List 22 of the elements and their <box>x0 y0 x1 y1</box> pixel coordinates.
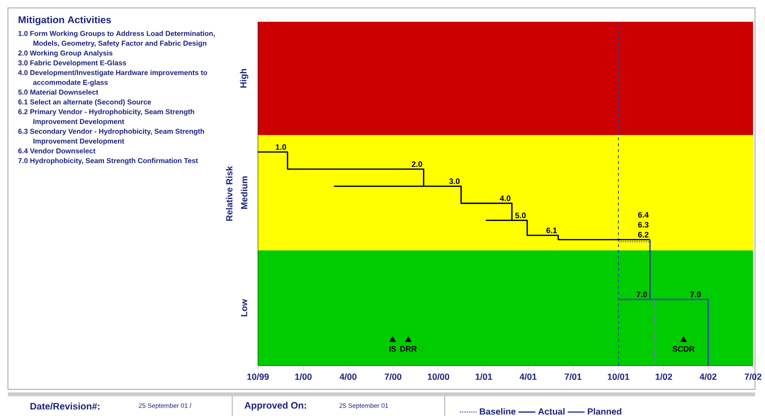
x-tick-label: 7/00 <box>384 373 402 380</box>
x-tick-label: 7/02 <box>744 373 762 380</box>
legend-label: Planned <box>588 408 622 415</box>
x-tick-label: 1/01 <box>476 373 492 380</box>
text: Mitigation Activities <box>18 16 111 26</box>
x-tick-label: 10/01 <box>608 373 630 380</box>
text: Date/Revision#: <box>30 402 100 410</box>
x-tick-label: 10/00 <box>428 373 450 380</box>
x-tick-label: 10/99 <box>247 373 269 380</box>
band-label: Medium <box>240 176 248 209</box>
x-tick-label: 4/00 <box>340 373 356 380</box>
x-tick-label: 4/01 <box>520 373 537 380</box>
band-label: Low <box>241 299 248 316</box>
x-tick-label: 7/01 <box>564 373 582 380</box>
x-tick-label: 4/02 <box>700 373 716 380</box>
y-axis-title: Relative Risk <box>226 166 232 221</box>
text: Approved On: <box>244 402 306 411</box>
band-label: High <box>240 69 248 88</box>
legend-label: Actual <box>538 408 565 415</box>
x-tick-label: 1/00 <box>295 373 312 380</box>
legend-label: Baseline <box>480 408 516 415</box>
x-tick-label: 1/02 <box>656 373 672 380</box>
